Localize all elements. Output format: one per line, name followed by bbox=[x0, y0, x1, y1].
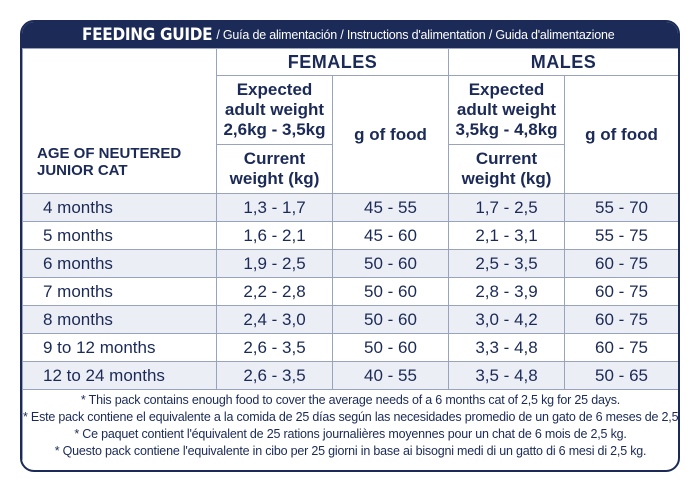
males-current-weight-header: Current weight (kg) bbox=[448, 144, 566, 194]
female-food-cell: 50 - 60 bbox=[331, 305, 450, 334]
females-current-line-2: weight (kg) bbox=[229, 169, 320, 188]
male-weight-cell: 1,7 - 2,5 bbox=[448, 193, 566, 222]
females-food-header: g of food bbox=[331, 75, 450, 194]
footnote-it: * Questo pack contiene l'equivalente in … bbox=[54, 444, 647, 458]
male-food-cell: 60 - 75 bbox=[564, 249, 678, 278]
table-row: 5 months 1,6 - 2,1 45 - 60 2,1 - 3,1 55 - 75 bbox=[22, 221, 678, 250]
age-cell: 4 months bbox=[22, 193, 217, 222]
female-weight-cell: 1,3 - 1,7 bbox=[216, 193, 333, 222]
female-food-cell: 45 - 60 bbox=[331, 221, 450, 250]
age-cell: 9 to 12 months bbox=[22, 333, 217, 362]
male-food-cell: 60 - 75 bbox=[564, 305, 678, 334]
age-cell: 5 months bbox=[22, 221, 217, 250]
age-label-line-1: AGE OF NEUTERED bbox=[37, 145, 182, 162]
females-expected-line-3: 2,6kg - 3,5kg bbox=[223, 120, 326, 139]
feeding-table: AGE OF NEUTERED JUNIOR CAT FEMALES MALES… bbox=[22, 48, 680, 460]
male-weight-cell: 2,5 - 3,5 bbox=[448, 249, 566, 278]
male-food-cell: 50 - 65 bbox=[564, 361, 678, 390]
male-weight-cell: 3,3 - 4,8 bbox=[448, 333, 566, 362]
header-bar: FEEDING GUIDE / Guía de alimentación / I… bbox=[22, 22, 678, 48]
age-cell: 6 months bbox=[22, 249, 217, 278]
males-expected-weight-header: Expected adult weight 3,5kg - 4,8kg bbox=[448, 75, 566, 145]
male-weight-cell: 2,1 - 3,1 bbox=[448, 221, 566, 250]
table-row: 6 months 1,9 - 2,5 50 - 60 2,5 - 3,5 60 - 75 bbox=[22, 249, 678, 278]
table-row: 7 months 2,2 - 2,8 50 - 60 2,8 - 3,9 60 - 75 bbox=[22, 277, 678, 306]
footnote-es: * Este pack contiene el equivalente a la… bbox=[23, 410, 680, 424]
age-label-line-2: JUNIOR CAT bbox=[37, 162, 128, 179]
males-expected-line-3: 3,5kg - 4,8kg bbox=[455, 120, 558, 139]
males-current-line-2: weight (kg) bbox=[461, 169, 552, 188]
footnote-en: * This pack contains enough food to cove… bbox=[80, 393, 621, 407]
feeding-guide-title: FEEDING GUIDE bbox=[82, 25, 213, 45]
males-food-header: g of food bbox=[564, 75, 678, 194]
female-weight-cell: 2,2 - 2,8 bbox=[216, 277, 333, 306]
male-food-cell: 55 - 70 bbox=[564, 193, 678, 222]
female-weight-cell: 2,4 - 3,0 bbox=[216, 305, 333, 334]
male-food-cell: 55 - 75 bbox=[564, 221, 678, 250]
males-current-line-1: Current bbox=[475, 149, 538, 168]
age-cell: 8 months bbox=[22, 305, 217, 334]
table-row: 12 to 24 months 2,6 - 3,5 40 - 55 3,5 - 4,8… bbox=[22, 361, 678, 390]
age-cell: 7 months bbox=[22, 277, 217, 306]
males-expected-line-2: adult weight bbox=[456, 100, 557, 119]
females-expected-line-1: Expected bbox=[236, 80, 313, 99]
table-row: 9 to 12 months 2,6 - 3,5 50 - 60 3,3 - 4,8 6… bbox=[22, 333, 678, 362]
females-current-line-1: Current bbox=[243, 149, 306, 168]
males-header: MALES bbox=[448, 48, 678, 76]
female-weight-cell: 2,6 - 3,5 bbox=[216, 361, 333, 390]
footnotes: * This pack contains enough food to cove… bbox=[22, 389, 680, 460]
table-row: 4 months 1,3 - 1,7 45 - 55 1,7 - 2,5 55 - 70 bbox=[22, 193, 678, 222]
female-food-cell: 50 - 60 bbox=[331, 333, 450, 362]
female-weight-cell: 1,9 - 2,5 bbox=[216, 249, 333, 278]
females-header: FEMALES bbox=[215, 48, 450, 76]
females-current-weight-header: Current weight (kg) bbox=[216, 144, 333, 194]
female-food-cell: 50 - 60 bbox=[331, 277, 450, 306]
age-column-header: AGE OF NEUTERED JUNIOR CAT bbox=[22, 48, 217, 194]
male-food-cell: 60 - 75 bbox=[564, 277, 678, 306]
males-expected-line-1: Expected bbox=[468, 80, 545, 99]
male-weight-cell: 2,8 - 3,9 bbox=[448, 277, 566, 306]
male-weight-cell: 3,5 - 4,8 bbox=[448, 361, 566, 390]
female-food-cell: 40 - 55 bbox=[331, 361, 450, 390]
table-row: 8 months 2,4 - 3,0 50 - 60 3,0 - 4,2 60 - 75 bbox=[22, 305, 678, 334]
females-expected-line-2: adult weight bbox=[224, 100, 325, 119]
females-expected-weight-header: Expected adult weight 2,6kg - 3,5kg bbox=[216, 75, 333, 145]
female-food-cell: 50 - 60 bbox=[331, 249, 450, 278]
female-food-cell: 45 - 55 bbox=[331, 193, 450, 222]
feeding-guide-panel: FEEDING GUIDE / Guía de alimentación / I… bbox=[20, 20, 680, 472]
male-food-cell: 60 - 75 bbox=[564, 333, 678, 362]
female-weight-cell: 1,6 - 2,1 bbox=[216, 221, 333, 250]
footnote-fr: * Ce paquet contient l'équivalent de 25 … bbox=[74, 427, 627, 441]
age-cell: 12 to 24 months bbox=[22, 361, 217, 390]
male-weight-cell: 3,0 - 4,2 bbox=[448, 305, 566, 334]
female-weight-cell: 2,6 - 3,5 bbox=[216, 333, 333, 362]
feeding-guide-subtitle: / Guía de alimentación / Instructions d'… bbox=[216, 28, 615, 42]
